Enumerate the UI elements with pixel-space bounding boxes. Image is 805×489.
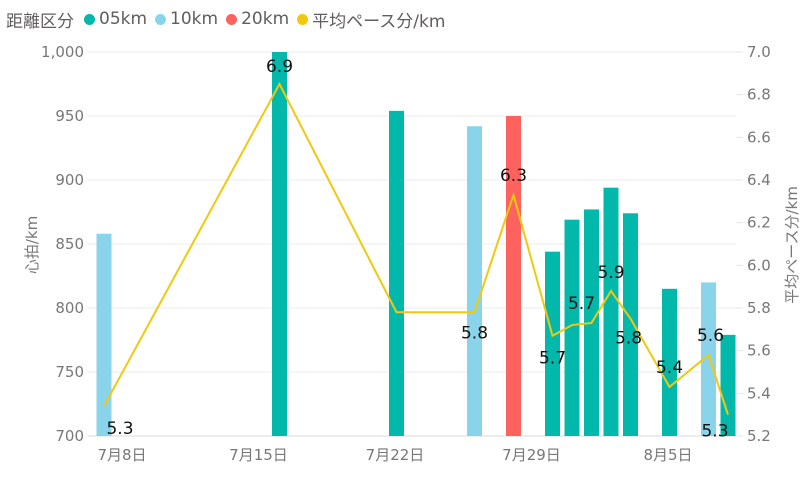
legend-item-05km[interactable]: 05km [84, 9, 147, 29]
legend-dot-icon [226, 13, 238, 25]
y2-tick-label: 5.4 [747, 384, 771, 402]
legend-dot-icon [297, 13, 309, 25]
y2-tick-label: 5.8 [747, 299, 771, 317]
pace-data-label: 5.7 [539, 349, 566, 369]
pace-data-label: 5.3 [701, 422, 728, 442]
y-axis-title: 心拍/km [23, 216, 41, 274]
x-tick-label: 7月15日 [229, 446, 288, 464]
legend-title: 距離区分 [6, 11, 74, 32]
x-tick-label: 7月8日 [97, 446, 146, 464]
bar-10km[interactable] [701, 282, 716, 436]
bar-05km[interactable] [545, 251, 560, 436]
pace-line[interactable] [103, 81, 729, 415]
legend-item-10km[interactable]: 10km [155, 9, 218, 29]
legend-label: 10km [170, 9, 219, 29]
legend-dot-icon [84, 13, 95, 25]
y2-tick-label: 6.2 [747, 214, 771, 232]
y-tick-label: 850 [55, 235, 84, 253]
y2-tick-label: 5.2 [747, 427, 771, 445]
bar-05km[interactable] [603, 187, 619, 436]
legend-dot-icon [155, 13, 167, 25]
pace-data-label: 5.9 [597, 263, 624, 283]
y2-tick-label: 6.6 [747, 128, 771, 146]
y-tick-label: 750 [55, 363, 84, 381]
bar-05km[interactable] [720, 334, 736, 436]
legend-item-20km[interactable]: 20km [226, 9, 289, 29]
bar-05km[interactable] [389, 110, 404, 436]
pace-data-label: 5.8 [615, 329, 642, 349]
pace-data-label: 5.7 [568, 294, 595, 314]
pace-data-label: 5.6 [697, 326, 724, 346]
pace-data-label: 5.3 [106, 419, 133, 439]
y-tick-label: 900 [55, 171, 84, 189]
pace-data-label: 6.3 [500, 166, 527, 186]
y2-tick-label: 6.8 [747, 86, 771, 104]
y-tick-label: 800 [55, 299, 84, 317]
pace-data-label: 5.8 [461, 323, 488, 343]
y2-axis-title: 平均ペース分/km [783, 186, 801, 304]
x-tick-label: 7月29日 [502, 446, 561, 464]
y-tick-label: 700 [55, 427, 84, 445]
bar-05km[interactable] [564, 219, 580, 436]
legend-label: 20km [241, 9, 290, 29]
y-tick-label: 950 [55, 107, 84, 125]
bar-05km[interactable] [623, 213, 638, 436]
y-tick-label: 1,000 [41, 43, 84, 61]
y2-tick-label: 7.0 [747, 43, 771, 61]
y2-tick-label: 6.0 [747, 256, 771, 274]
bar-05km[interactable] [662, 288, 677, 436]
legend-item-pace[interactable]: 平均ペース分/km [297, 7, 445, 32]
legend: 距離区分 05km 10km 20km 平均ペース分/km [6, 6, 453, 32]
bar-05km[interactable] [272, 52, 287, 436]
y2-tick-label: 6.4 [747, 171, 771, 189]
bar-10km[interactable] [96, 233, 112, 436]
pace-data-label: 5.4 [656, 358, 683, 378]
bar-20km[interactable] [506, 116, 521, 436]
legend-label: 05km [99, 9, 148, 29]
pace-data-label: 6.9 [266, 57, 293, 77]
y2-tick-label: 5.6 [747, 342, 771, 360]
legend-label: 平均ペース分/km [312, 11, 446, 32]
x-tick-label: 7月22日 [366, 446, 425, 464]
bar-10km[interactable] [467, 126, 482, 437]
x-tick-label: 8月5日 [643, 446, 692, 464]
